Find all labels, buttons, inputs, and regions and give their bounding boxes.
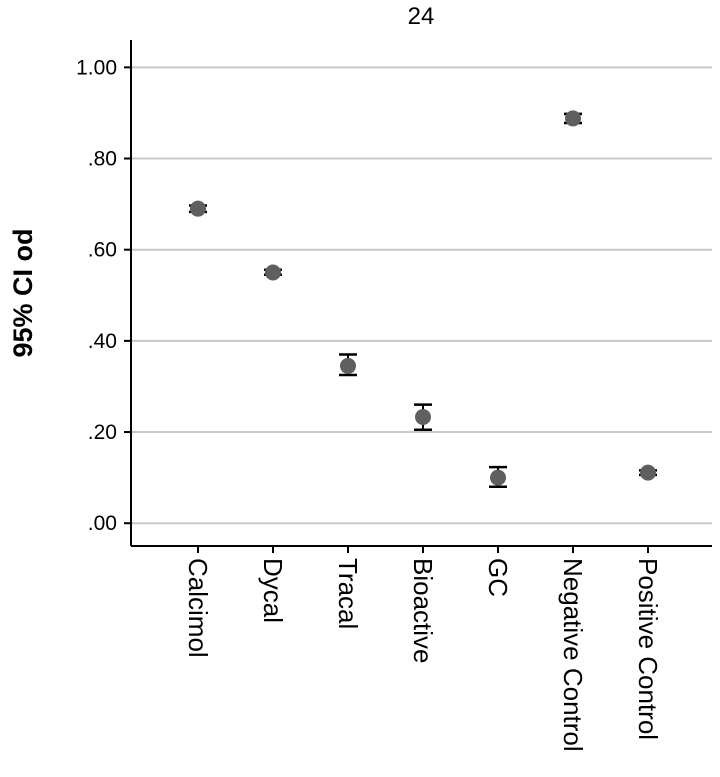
x-category-label: Dycal <box>258 558 288 623</box>
data-point <box>490 469 506 486</box>
y-tick-label: .80 <box>88 148 117 171</box>
x-category-label: Positive Control <box>633 558 663 740</box>
y-tick-label: .00 <box>88 512 117 535</box>
data-point <box>640 464 656 481</box>
y-tick-label: 1.00 <box>76 56 117 79</box>
gridlines <box>124 66 712 525</box>
y-axis-label: 95% CI od <box>8 228 38 357</box>
y-tick-label: .20 <box>88 421 117 444</box>
data-point <box>265 264 281 281</box>
x-category-label: GC <box>483 558 513 597</box>
axes <box>130 40 712 547</box>
y-tick-label: .40 <box>88 330 117 353</box>
data-point <box>415 408 431 425</box>
x-category-label: Bioactive <box>408 558 438 664</box>
data-points <box>190 110 656 486</box>
x-category-label: Tracal <box>333 558 363 629</box>
x-category-labels: Calcimol Dycal Tracal Bioactive GC Negative C… <box>183 546 663 752</box>
data-point <box>565 110 581 127</box>
y-tick-label: .60 <box>88 239 117 262</box>
chart-title: 24 <box>408 3 435 30</box>
x-category-label: Negative Control <box>558 558 588 752</box>
x-category-label: Calcimol <box>183 558 213 658</box>
y-tick-labels: .00 .20 .40 .60 .80 1.00 <box>76 56 117 535</box>
data-point <box>340 357 356 374</box>
data-point <box>190 200 206 217</box>
error-bars <box>189 112 657 488</box>
